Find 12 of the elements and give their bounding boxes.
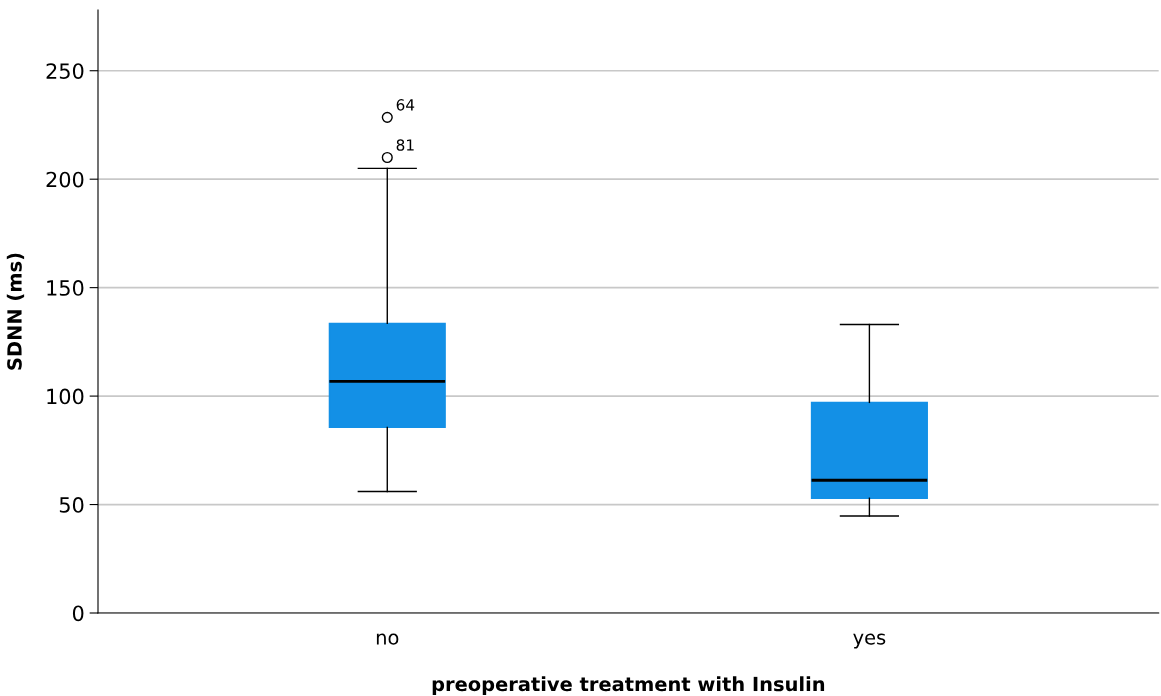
x-tick-label: no: [376, 633, 399, 645]
annotation: 64: [396, 99, 415, 111]
y-tick-label: 0: [72, 605, 84, 622]
y-axis-title: SDNN (ms): [6, 253, 25, 370]
y-tick-label: 250: [46, 63, 84, 79]
annotation: 81: [396, 139, 414, 151]
y-tick-label: 100: [47, 388, 84, 405]
y-tick-label: 50: [59, 497, 84, 513]
y-tick-label: 150: [47, 280, 84, 296]
y-tick-label: 200: [46, 171, 84, 188]
x-tick-label: yes: [853, 633, 886, 649]
x-axis-title: preoperative treatment with Insulin: [432, 676, 825, 696]
